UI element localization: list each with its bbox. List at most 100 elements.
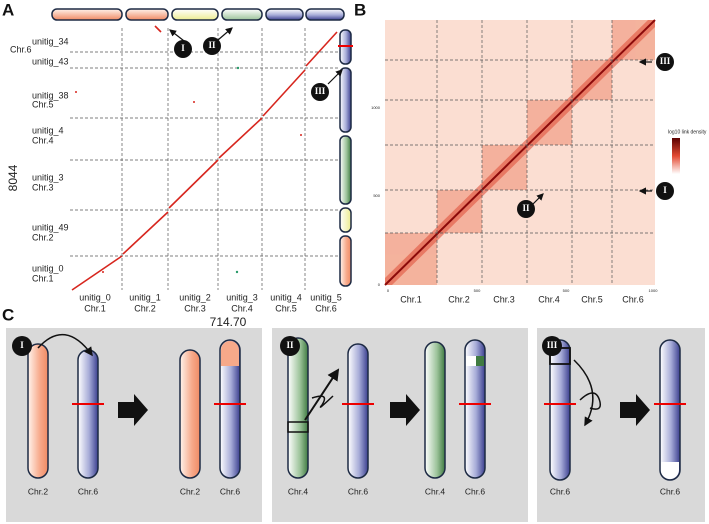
marker-label: I — [181, 43, 185, 53]
x-title: 714.70 — [210, 315, 247, 329]
alignment-line — [71, 255, 123, 291]
chromosome-label: Chr.4 — [288, 486, 309, 496]
marker — [280, 336, 300, 356]
inversion-loop — [579, 392, 602, 410]
x-label: unitig_5 — [310, 292, 342, 302]
chromosome — [464, 339, 486, 479]
translocated-segment — [466, 356, 484, 366]
panel-label: B — [354, 0, 366, 19]
marker-label: II — [522, 203, 530, 213]
legend-title: log10 link density — [668, 129, 707, 135]
x-label: Chr.2 — [448, 294, 470, 304]
marker-label: III — [547, 340, 558, 350]
chromosome-label: Chr.2 — [180, 486, 201, 496]
alignment-line — [262, 69, 306, 117]
marker — [203, 37, 221, 55]
legend-gradient — [672, 138, 680, 174]
chromosome-label: Chr.4 — [425, 486, 446, 496]
alignment-line — [122, 211, 169, 255]
y-label: unitig_4 — [32, 125, 64, 135]
panel-a: A Chr — [2, 0, 353, 329]
alignment-line — [305, 31, 338, 67]
arrow — [37, 333, 93, 357]
y-label: Chr.4 — [32, 135, 54, 145]
y-title: 8044 — [6, 164, 20, 191]
alignment-line — [218, 117, 263, 159]
x-label: unitig_3 — [226, 292, 258, 302]
tick-label: 500 — [563, 288, 570, 293]
dot — [102, 271, 104, 273]
x-label: Chr.1 — [400, 294, 422, 304]
marker-label: III — [315, 86, 326, 96]
side-bars — [338, 29, 353, 287]
tick-label: 0 — [378, 282, 381, 287]
x-label: unitig_0 — [79, 292, 111, 302]
chromosome-bar — [339, 67, 352, 133]
y-label: unitig_34 — [32, 36, 69, 46]
dot — [235, 270, 239, 274]
x-label: Chr.1 — [84, 303, 106, 313]
chromosome — [287, 337, 309, 479]
chromosome-bar — [265, 8, 304, 21]
chromosome-bar — [339, 235, 352, 287]
chromosome-bar — [171, 8, 219, 21]
x-label: Chr.3 — [184, 303, 206, 313]
chromosome-bar — [305, 8, 345, 21]
alignment — [71, 25, 338, 291]
highlight-box — [287, 421, 309, 433]
x-label: Chr.5 — [275, 303, 297, 313]
marker — [542, 336, 562, 356]
x-label: Chr.2 — [134, 303, 156, 313]
heatmap-diagonal — [384, 19, 656, 286]
panel-b: B 0 500 1000 0 500 500 1000 Chr.1 Chr.2 Ch… — [354, 0, 707, 304]
dotplot-grid — [70, 28, 338, 290]
tick-label: 500 — [474, 288, 481, 293]
marker — [174, 40, 192, 58]
dot — [193, 101, 195, 103]
y-label: Chr.3 — [32, 182, 54, 192]
chromosome — [549, 339, 571, 481]
y-label: unitig_38 — [32, 90, 69, 100]
arrow — [327, 69, 343, 85]
sub-panel — [272, 328, 528, 522]
chromosome-label: Chr.6 — [465, 486, 486, 496]
chromosome-label: Chr.6 — [78, 486, 99, 496]
x-label: Chr.5 — [581, 294, 603, 304]
chromosome-bar — [125, 8, 169, 21]
panel-label: C — [2, 305, 14, 324]
x-label: Chr.3 — [493, 294, 515, 304]
y-label: Chr.6 — [10, 44, 32, 54]
panel-c: C Chr.2 Chr.6 Chr.2 Chr.6 I Chr.4 Chr.6 … — [2, 305, 705, 522]
y-label: Chr.2 — [32, 232, 54, 242]
chromosome-label: Chr.6 — [660, 486, 681, 496]
tick-label: 0 — [387, 288, 390, 293]
arrow — [217, 27, 233, 41]
heatmap-grid — [385, 20, 655, 285]
chromosome — [27, 343, 49, 479]
x-label: Chr.6 — [622, 294, 644, 304]
dot — [75, 91, 77, 93]
y-label: Chr.1 — [32, 273, 54, 283]
y-label: unitig_43 — [32, 56, 69, 66]
x-label: Chr.4 — [538, 294, 560, 304]
chromosome-label: Chr.6 — [220, 486, 241, 496]
translocated-segment — [221, 341, 239, 366]
arrow — [304, 368, 340, 421]
marker-label: II — [208, 40, 216, 50]
inversion-loop — [311, 395, 334, 408]
arrow — [620, 394, 650, 426]
arrow — [573, 359, 594, 427]
tick-label: 1000 — [371, 105, 381, 110]
x-label: Chr.6 — [315, 303, 337, 313]
arrow — [390, 394, 420, 426]
chromosome — [659, 339, 681, 481]
chromosome-label: Chr.6 — [550, 486, 571, 496]
marker — [656, 182, 674, 200]
chromosome-bar — [339, 135, 352, 205]
alignment-line — [154, 25, 162, 33]
marker — [12, 336, 32, 356]
marker — [517, 200, 535, 218]
alignment-line — [168, 159, 219, 209]
tick-label: 1000 — [649, 288, 659, 293]
